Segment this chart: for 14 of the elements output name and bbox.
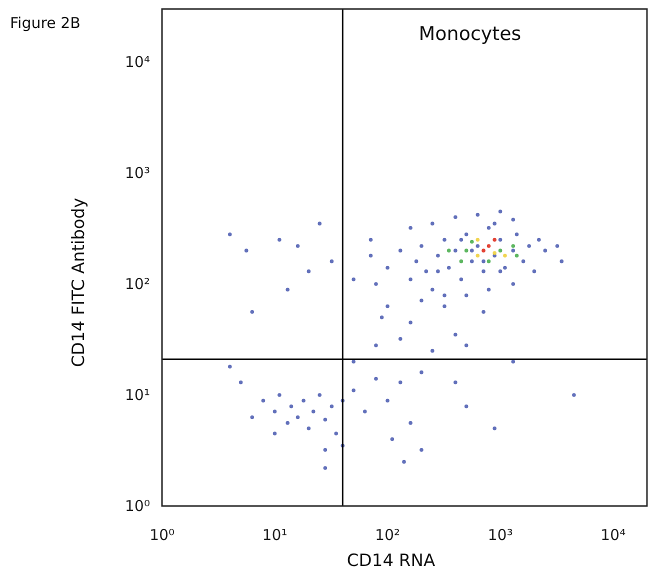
y-tick-label: 10² — [124, 274, 150, 293]
y-tick-label: 10⁴ — [124, 52, 150, 71]
x-tick-label: 10⁴ — [600, 526, 626, 544]
y-tick-label: 10⁰ — [124, 497, 150, 515]
chart-title: Figure 2B — [10, 14, 80, 32]
x-tick-label: 10¹ — [262, 526, 288, 544]
x-tick-label: 10⁰ — [149, 526, 175, 544]
annotation: Monocytes — [418, 23, 522, 45]
y-tick-label: 10³ — [124, 164, 150, 182]
y-tick-label: 10¹ — [124, 386, 150, 404]
x-tick-label: 10³ — [488, 526, 513, 544]
y-axis-title: CD14 FITC Antibody — [69, 198, 89, 368]
x-axis-title: CD14 RNA — [346, 551, 436, 571]
x-tick-label: 10² — [374, 526, 400, 544]
